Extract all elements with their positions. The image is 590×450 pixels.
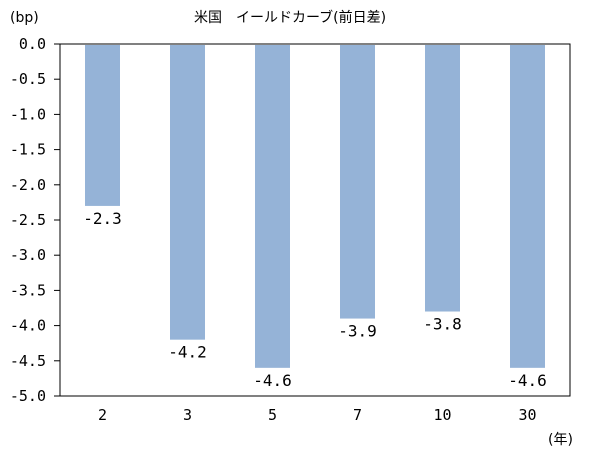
y-tick-label: -3.0	[10, 246, 46, 264]
chart-title: 米国 イールドカーブ(前日差)	[194, 9, 386, 26]
bar-2	[85, 45, 120, 206]
data-label-5: -4.6	[253, 371, 292, 390]
x-tick-label: 3	[183, 406, 192, 424]
y-axis: 0.0 -0.5 -1.0 -1.5 -2.0 -2.5 -3.0 -3.5 -4.0 -4.5 -…	[10, 35, 60, 405]
y-tick-label: -3.5	[10, 281, 46, 299]
x-tick-label: 30	[518, 406, 536, 424]
bar-30	[510, 45, 545, 368]
y-tick-label: -2.0	[10, 176, 46, 194]
y-tick-label: -1.5	[10, 141, 46, 159]
data-labels-group: -2.3 -4.2 -4.6 -3.9 -3.8 -4.6	[83, 209, 547, 390]
x-axis-label: (年)	[548, 432, 573, 448]
bar-5	[255, 45, 290, 368]
x-tick-label: 5	[268, 406, 277, 424]
bars-group	[85, 45, 545, 368]
x-tick-label: 10	[433, 406, 451, 424]
x-tick-label: 2	[98, 406, 107, 424]
y-tick-label: -4.5	[10, 352, 46, 370]
data-label-7: -3.9	[338, 322, 377, 341]
bar-7	[340, 45, 375, 319]
y-tick-label: -5.0	[10, 387, 46, 405]
bar-3	[170, 45, 205, 340]
plot-area	[59, 43, 571, 397]
data-label-3: -4.2	[168, 343, 207, 362]
x-axis: 2 3 5 7 10 30	[98, 406, 537, 424]
y-tick-label: -1.0	[10, 105, 46, 123]
y-axis-label: (bp)	[10, 10, 39, 26]
y-tick-label: -2.5	[10, 211, 46, 229]
data-label-10: -3.8	[423, 315, 462, 334]
y-tick-label: -0.5	[10, 70, 46, 88]
data-label-2: -2.3	[83, 209, 122, 228]
y-tick-label: 0.0	[19, 35, 46, 53]
data-label-30: -4.6	[508, 371, 547, 390]
x-tick-label: 7	[353, 406, 362, 424]
y-tick-label: -4.0	[10, 317, 46, 335]
bar-10	[425, 45, 460, 312]
